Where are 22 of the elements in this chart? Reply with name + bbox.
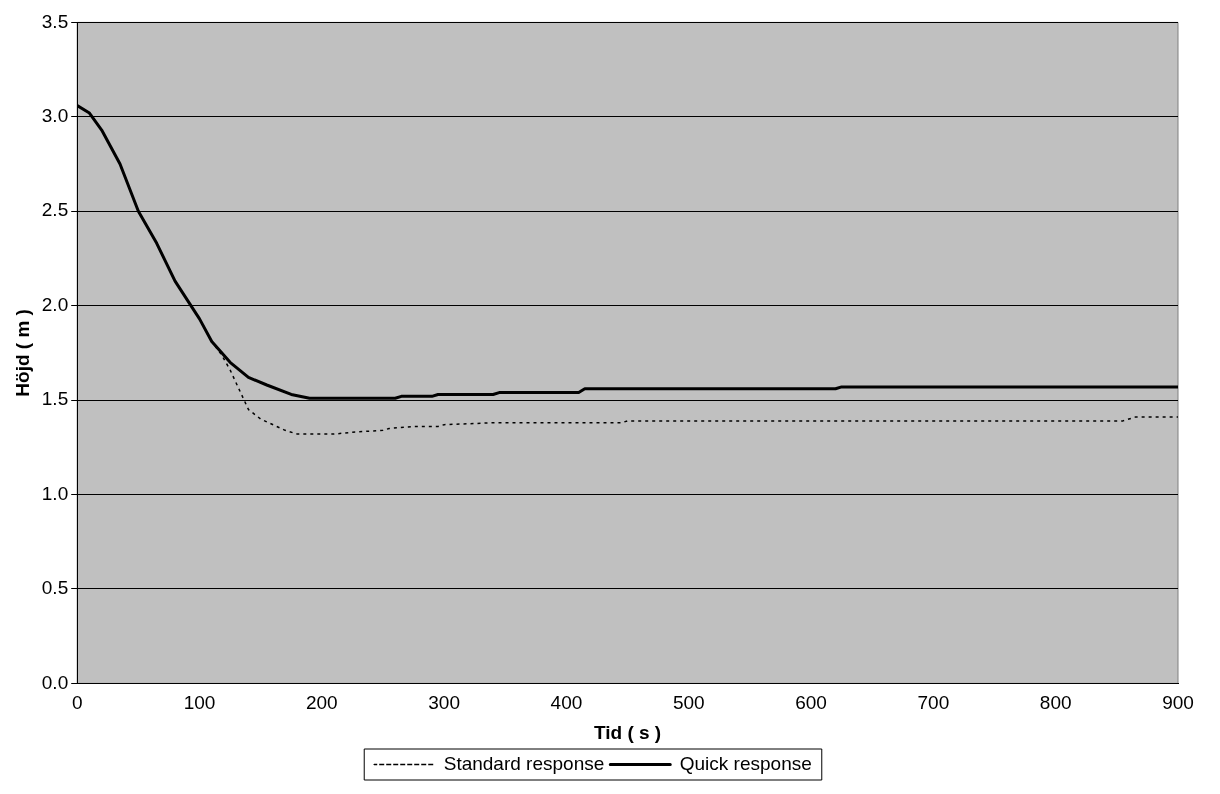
x-tick-label: 300 bbox=[428, 692, 460, 714]
y-axis-title: Höjd ( m ) bbox=[11, 309, 33, 397]
x-tick-label: 600 bbox=[795, 692, 827, 714]
y-tick-label: 0.0 bbox=[41, 671, 69, 693]
x-tick-label: 400 bbox=[550, 692, 583, 714]
y-tick-label: 3.0 bbox=[41, 105, 69, 127]
x-tick-label: 0 bbox=[71, 692, 83, 714]
y-tick-label: 2.0 bbox=[41, 293, 69, 315]
x-tick-label: 900 bbox=[1162, 692, 1194, 714]
x-tick-label: 100 bbox=[183, 692, 216, 714]
y-tick-label: 1.5 bbox=[41, 388, 69, 410]
legend-label: Standard response bbox=[443, 752, 605, 774]
y-tick-label: 1.0 bbox=[41, 482, 69, 504]
x-tick-label: 700 bbox=[917, 692, 950, 714]
x-tick-label: 500 bbox=[672, 692, 705, 714]
x-tick-label: 800 bbox=[1039, 692, 1072, 714]
x-tick-label: 200 bbox=[305, 692, 338, 714]
y-tick-label: 0.5 bbox=[41, 577, 69, 599]
y-tick-label: 3.5 bbox=[41, 10, 69, 32]
y-tick-label: 2.5 bbox=[41, 199, 69, 221]
legend-label: Quick response bbox=[679, 752, 812, 774]
x-axis-title: Tid ( s ) bbox=[594, 721, 662, 743]
